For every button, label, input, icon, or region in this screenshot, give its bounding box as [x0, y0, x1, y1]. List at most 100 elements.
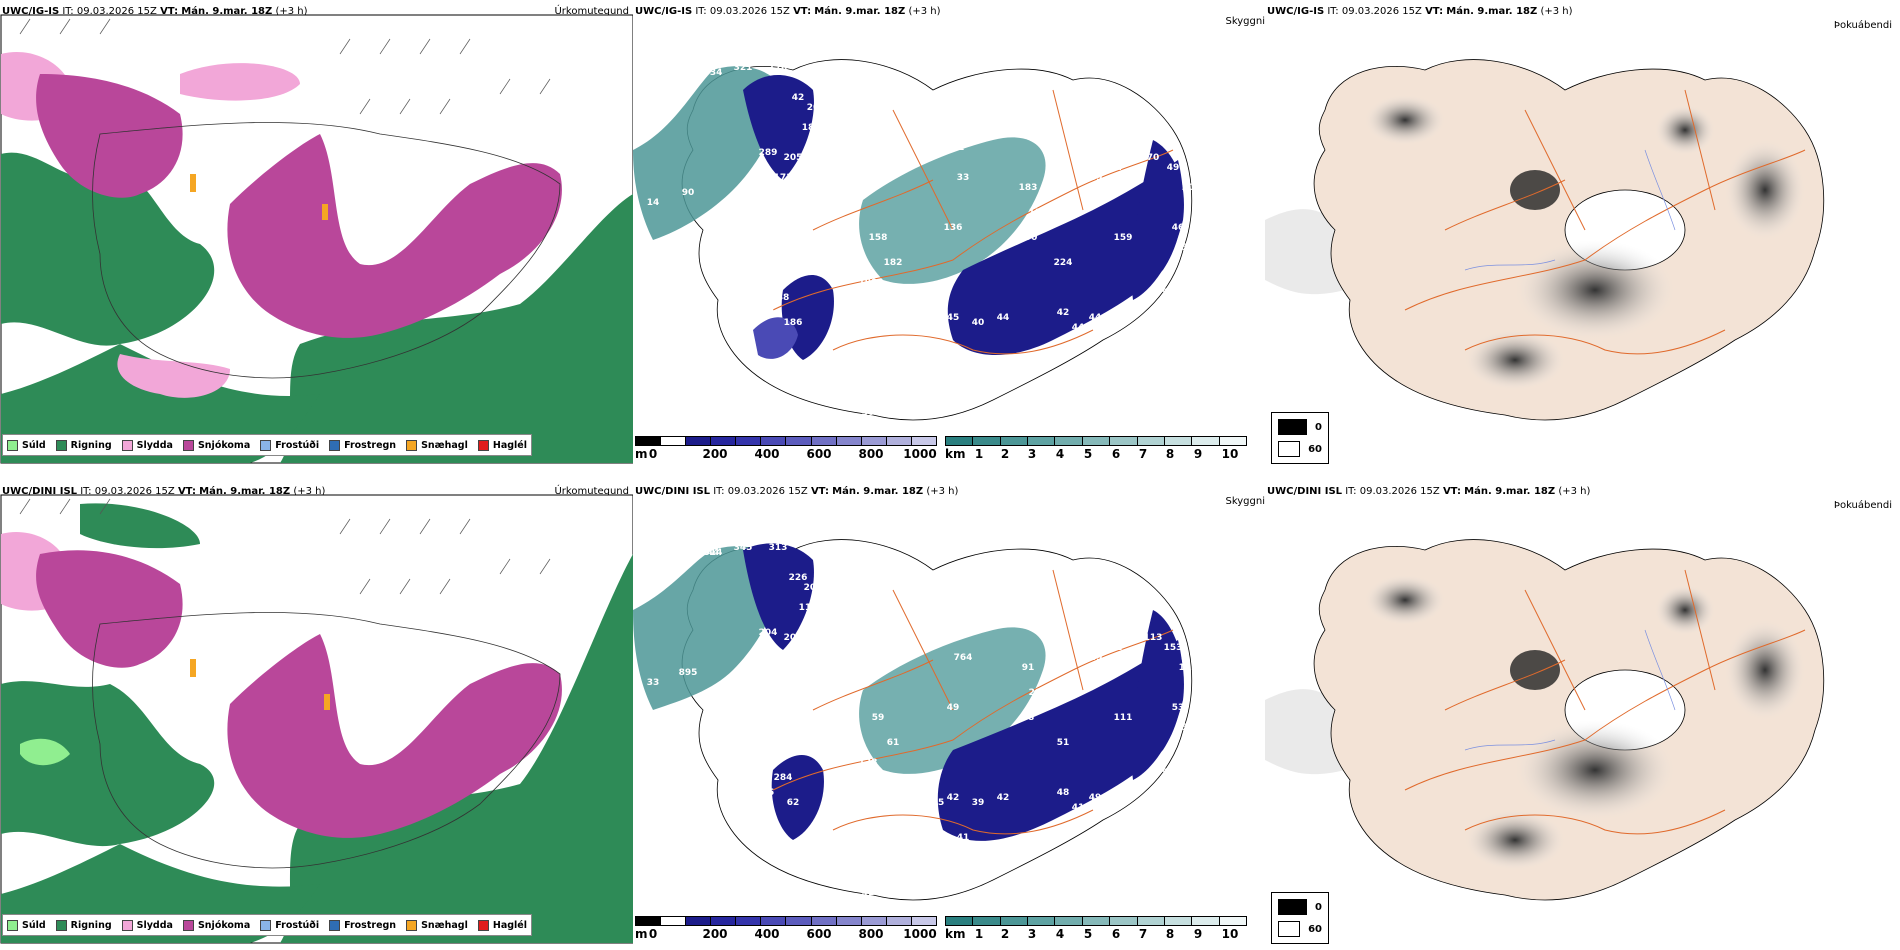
visibility-value-label: 62: [842, 398, 855, 408]
cloud-key-row: 60: [1278, 441, 1322, 457]
visibility-value-label: 45: [932, 318, 945, 328]
visibility-value-label: 90: [682, 188, 695, 198]
colorbar-km-unit: km: [945, 447, 966, 461]
visibility-value-label: 20: [1182, 183, 1195, 193]
panel-title: Þokuábendi: [1833, 20, 1892, 31]
cloud-key-row: 0: [1278, 419, 1322, 435]
panel-title: Úrkomutegund: [554, 6, 629, 17]
visibility-value-label: 138: [859, 758, 878, 768]
panel-header: UWC/IG-IS IT: 09.03.2026 15Z VT: Mán. 9.…: [2, 6, 308, 17]
visibility-value-label: 41: [957, 833, 970, 843]
visibility-value-label: 51: [762, 233, 775, 243]
visibility-value-label: 42: [792, 93, 805, 103]
visibility-value-label: 47: [1077, 843, 1090, 853]
visibility-value-label: 62: [1187, 743, 1200, 753]
visibility-value-label: 55: [842, 363, 855, 373]
legend-swatch: [55, 439, 67, 451]
visibility-value-label: 159: [1084, 173, 1103, 183]
legend-item: Slydda: [121, 439, 173, 451]
visibility-value-label: 42: [907, 788, 920, 798]
panel-header: UWC/DINI ISL IT: 09.03.2026 15Z VT: Mán.…: [635, 486, 959, 497]
legend-item: Snjókoma: [182, 919, 250, 931]
legend-item: Frostúði: [260, 439, 319, 451]
cloud-map: [1265, 539, 1825, 901]
visibility-value-label: 68: [772, 258, 785, 268]
visibility-value-label: 18: [802, 123, 815, 133]
visibility-value-label: 33: [957, 173, 970, 183]
visibility-value-label: 186: [784, 318, 803, 328]
cloud-key: 0 60: [1271, 892, 1329, 944]
visibility-value-label: 66: [1142, 293, 1155, 303]
colorbar-km: [945, 916, 1247, 926]
colorbar-m: [635, 436, 937, 446]
visibility-value-label: 764: [954, 653, 973, 663]
visibility-value-label: 45: [932, 798, 945, 808]
visibility-value-label: 204: [759, 628, 778, 638]
visibility-value-label: 171: [774, 173, 793, 183]
visibility-value-label: 205: [784, 153, 803, 163]
visibility-value-label: 22: [747, 763, 760, 773]
visibility-value-label: 35: [952, 623, 965, 633]
legend-item: Snæhagl: [406, 439, 468, 451]
visibility-value-label: 114: [1029, 208, 1048, 218]
visibility-value-label: 157: [864, 853, 883, 863]
visibility-value-label: 42: [997, 793, 1010, 803]
visibility-value-label: 44: [997, 313, 1010, 323]
legend-item: Snjókoma: [182, 439, 250, 451]
visibility-value-label: 895: [679, 668, 698, 678]
visibility-value-label: 70: [1147, 153, 1160, 163]
legend-item: Haglél: [477, 919, 527, 931]
visibility-value-label: 33: [647, 678, 660, 688]
visibility-value-label: 163: [839, 843, 858, 853]
visibility-value-label: 53: [1172, 703, 1185, 713]
visibility-value-label: 47: [882, 393, 895, 403]
panel-header: UWC/DINI ISL IT: 09.03.2026 15Z VT: Mán.…: [1267, 486, 1591, 497]
cloud-map: [1265, 59, 1825, 421]
visibility-value-label: 45: [937, 613, 950, 623]
visibility-value-label: 45: [947, 313, 960, 323]
precip-type-legend: Súld Rigning Slydda Snjókoma Frostúði Fr…: [2, 434, 532, 456]
visibility-value-label: 190: [1019, 233, 1038, 243]
legend-swatch: [260, 439, 272, 451]
visibility-value-label: 224: [1054, 258, 1073, 268]
visibility-value-label: 44: [707, 548, 720, 558]
legend-swatch: [477, 439, 489, 451]
visibility-value-label: 199: [859, 278, 878, 288]
visibility-value-label: 113: [1144, 633, 1163, 643]
visibility-value-label: 54: [1187, 263, 1200, 273]
panel-title: Skyggni: [1225, 496, 1265, 507]
visibility-value-label: 39: [972, 798, 985, 808]
legend-item: Súld: [7, 439, 46, 451]
visibility-value-label: 49: [1089, 793, 1102, 803]
visibility-value-label: 51: [1057, 738, 1070, 748]
visibility-value-label: 50: [1077, 363, 1090, 373]
visibility-value-label: 31: [952, 143, 965, 153]
legend-item: Súld: [7, 919, 46, 931]
visibility-value-label: 47: [1177, 763, 1190, 773]
precip-map: [0, 494, 634, 944]
visibility-value-label: 111: [819, 733, 838, 743]
visibility-value-label: 91: [1022, 663, 1035, 673]
legend-item: Frostregn: [329, 439, 396, 451]
legend-item: Haglél: [477, 439, 527, 451]
visibility-value-label: 183: [1019, 183, 1038, 193]
legend-item: Frostregn: [329, 919, 396, 931]
visibility-value-label: 59: [872, 713, 885, 723]
visibility-value-label: 75: [762, 788, 775, 798]
precip-type-legend: Súld Rigning Slydda Snjókoma Frostúði Fr…: [2, 914, 532, 936]
legend-swatch: [406, 919, 418, 931]
visibility-value-label: 181: [834, 268, 853, 278]
visibility-value-label: 40: [972, 318, 985, 328]
legend-swatch: [406, 439, 418, 451]
legend-swatch: [477, 919, 489, 931]
visibility-value-label: 182: [884, 258, 903, 268]
visibility-value-label: 133: [729, 318, 748, 328]
visibility-value-label: 49: [947, 703, 960, 713]
visibility-value-label: 206: [804, 583, 823, 593]
visibility-value-label: 170: [769, 63, 788, 73]
legend-swatch: [7, 439, 18, 451]
visibility-value-label: 440: [764, 193, 783, 203]
precip-map: [0, 14, 634, 464]
